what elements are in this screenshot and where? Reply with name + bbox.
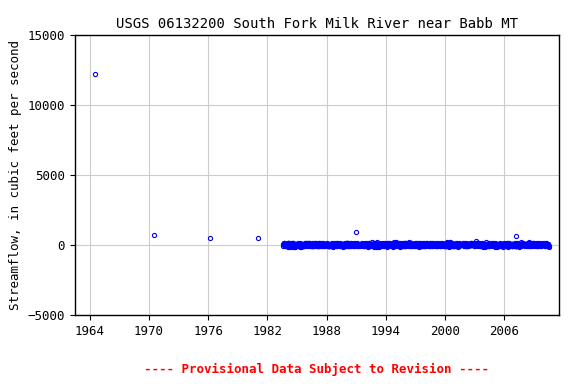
Y-axis label: Streamflow, in cubic feet per second: Streamflow, in cubic feet per second [9,40,22,310]
Text: ---- Provisional Data Subject to Revision ----: ---- Provisional Data Subject to Revisio… [145,363,489,376]
Title: USGS 06132200 South Fork Milk River near Babb MT: USGS 06132200 South Fork Milk River near… [116,17,518,31]
